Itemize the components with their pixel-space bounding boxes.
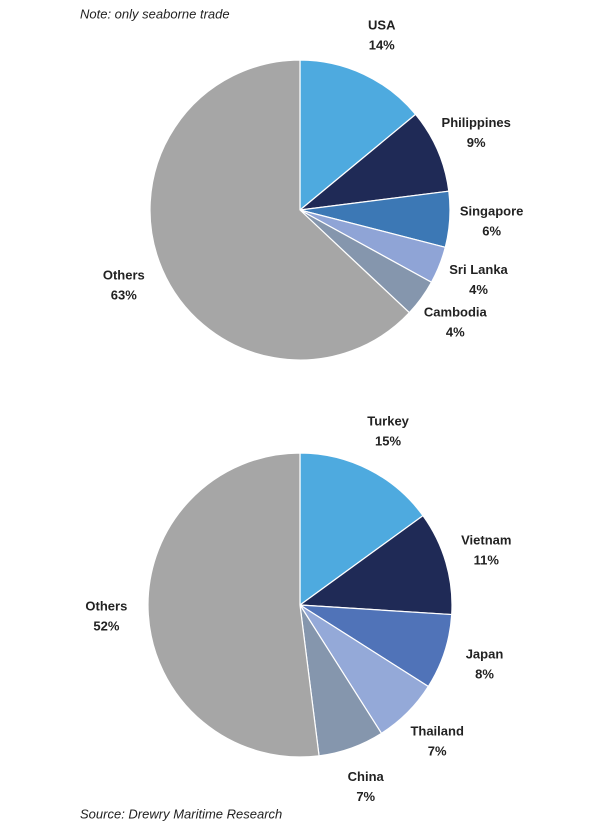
slice-label: Japan bbox=[466, 646, 504, 661]
slice-value-label: 52% bbox=[93, 619, 119, 634]
slice-label: Thailand bbox=[410, 724, 464, 739]
slice-label: Singapore bbox=[460, 203, 524, 218]
pie-slice bbox=[149, 59, 411, 361]
slice-label: Others bbox=[103, 268, 145, 283]
note: Note: only seaborne trade bbox=[80, 6, 230, 21]
slice-value-label: 11% bbox=[474, 552, 500, 567]
slice-value-label: 4% bbox=[469, 282, 488, 297]
slice-label: Turkey bbox=[367, 414, 409, 429]
slice-label: Vietnam bbox=[461, 532, 511, 547]
slice-value-label: 8% bbox=[475, 666, 494, 681]
pie-slice bbox=[299, 59, 417, 212]
pie-slice bbox=[147, 452, 320, 758]
slice-value-label: 7% bbox=[428, 744, 447, 759]
slice-label: Others bbox=[85, 599, 127, 614]
slice-value-label: 15% bbox=[375, 434, 401, 449]
pie-slice bbox=[298, 113, 450, 211]
source: Source: Drewry Maritime Research bbox=[80, 806, 282, 821]
slice-value-label: 63% bbox=[111, 288, 137, 303]
slice-value-label: 4% bbox=[446, 324, 465, 339]
slice-value-label: 7% bbox=[356, 789, 375, 804]
slice-label: Philippines bbox=[442, 115, 511, 130]
slice-value-label: 14% bbox=[369, 38, 395, 53]
slice-value-label: 6% bbox=[482, 223, 501, 238]
slice-label: USA bbox=[368, 18, 396, 33]
slice-label: Sri Lanka bbox=[449, 262, 508, 277]
pie-slice bbox=[299, 452, 424, 607]
slice-value-label: 9% bbox=[467, 135, 486, 150]
slice-label: China bbox=[348, 769, 385, 784]
pie-slice bbox=[298, 514, 453, 616]
slice-label: Cambodia bbox=[424, 304, 488, 319]
